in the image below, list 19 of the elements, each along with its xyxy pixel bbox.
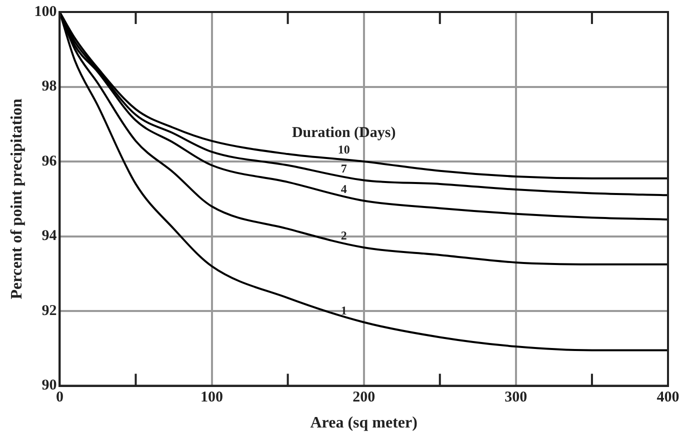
x-axis-title: Area (sq meter) [310, 414, 418, 432]
y-tick-label: 92 [42, 302, 57, 319]
x-tick-label: 300 [504, 390, 528, 406]
series-label: 2 [340, 228, 347, 243]
series-label: 4 [340, 182, 347, 196]
y-tick-label: 98 [42, 78, 57, 95]
series-label: 10 [338, 142, 350, 157]
x-tick-label: 0 [56, 390, 64, 406]
series-label: 1 [340, 303, 347, 318]
x-tick-label: 400 [656, 390, 680, 406]
y-tick-label: 96 [42, 153, 58, 170]
x-tick-label: 200 [352, 390, 376, 406]
y-tick-label: 90 [42, 378, 57, 394]
series-label: 7 [340, 161, 347, 176]
legend-title: Duration (Days) [292, 124, 396, 141]
y-axis-title: Percent of point precipitation [8, 98, 26, 300]
y-tick-label: 100 [34, 4, 57, 20]
y-tick-label: 94 [42, 228, 58, 244]
x-tick-label: 100 [200, 390, 224, 406]
